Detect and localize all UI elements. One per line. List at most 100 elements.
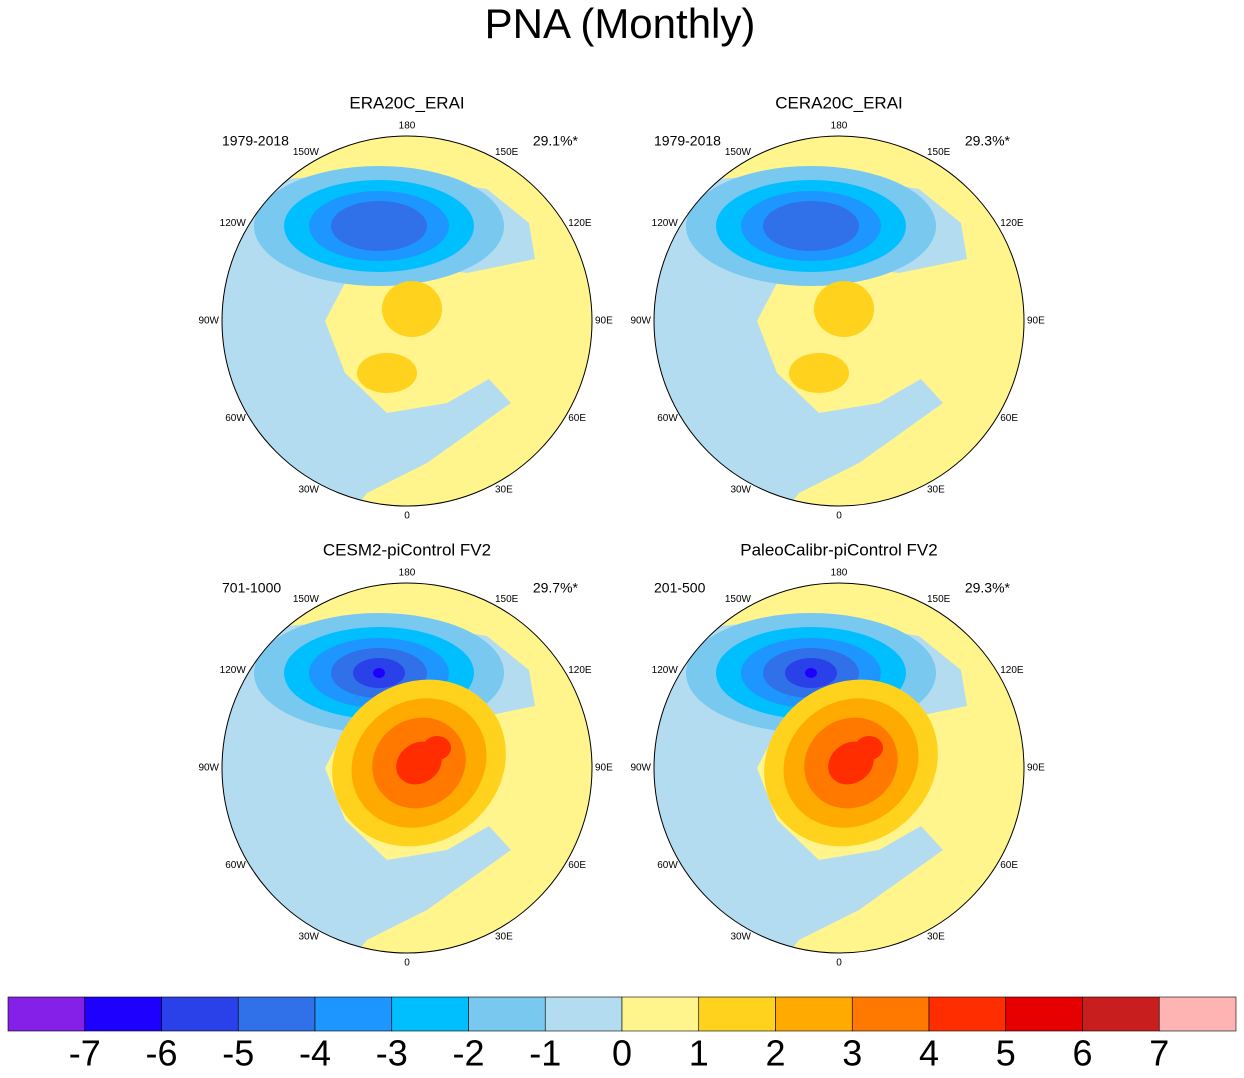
lon-label: 90W: [198, 763, 219, 774]
negative-contour: [805, 668, 817, 678]
map-outline: [221, 582, 593, 954]
panel-period: 1979-2018: [222, 133, 289, 149]
lon-label: 30E: [495, 485, 513, 496]
lon-label: 60E: [1000, 860, 1018, 871]
colorbar-box: [237, 996, 316, 1032]
lon-label: 150E: [927, 594, 951, 605]
colorbar-box: [698, 996, 776, 1032]
panel-title: ERA20C_ERAI: [349, 93, 464, 112]
lon-label: 150E: [495, 594, 519, 605]
colorbar-box: [468, 996, 546, 1032]
colorbar-label: -5: [222, 1033, 254, 1074]
lon-label: 60W: [225, 860, 246, 871]
lon-label: 90E: [595, 316, 613, 327]
lon-label: 30W: [730, 932, 751, 943]
lon-label: 60E: [1000, 413, 1018, 424]
negative-contour: [331, 201, 427, 251]
positive-contour: [814, 281, 874, 337]
lon-label: 30W: [730, 485, 751, 496]
map-outline: [653, 135, 1025, 507]
positive-contour: [357, 353, 417, 393]
colorbar-label: -7: [69, 1033, 101, 1074]
lon-label: 120E: [568, 218, 592, 229]
lon-label: 0: [836, 958, 842, 969]
positive-contour: [423, 736, 451, 760]
negative-contour: [763, 201, 859, 251]
lon-label: 90W: [198, 316, 219, 327]
lon-label: 30E: [927, 932, 945, 943]
panel-title: CESM2-piControl FV2: [323, 540, 491, 559]
colorbar-box: [84, 996, 162, 1032]
colorbar-box: [1005, 996, 1083, 1032]
map-outline: [653, 582, 1025, 954]
colorbar-box: [1158, 996, 1237, 1032]
colorbar-box: [161, 996, 239, 1032]
lon-label: 60W: [225, 413, 246, 424]
lon-label: 0: [404, 511, 410, 522]
colorbar-label: 2: [765, 1033, 785, 1074]
lon-label: 120W: [220, 665, 247, 676]
positive-contour: [382, 281, 442, 337]
colorbar-label: -3: [376, 1033, 408, 1074]
lon-label: 120W: [220, 218, 247, 229]
map-outline: [221, 135, 593, 507]
lon-label: 90E: [595, 763, 613, 774]
lon-label: 30W: [298, 932, 319, 943]
colorbar-label: -4: [299, 1033, 331, 1074]
map-panel: [654, 136, 1024, 506]
lon-label: 150W: [293, 594, 320, 605]
panel-percent: 29.3%*: [965, 580, 1011, 596]
colorbar-label: 7: [1149, 1033, 1169, 1074]
panel-period: 201-500: [654, 580, 706, 596]
lon-label: 150E: [495, 147, 519, 158]
colorbar-label: 4: [919, 1033, 939, 1074]
colorbar-label: -2: [452, 1033, 484, 1074]
panel-title: CERA20C_ERAI: [775, 93, 903, 112]
lon-label: 180: [399, 568, 416, 579]
lon-label: 60W: [657, 860, 678, 871]
lon-label: 150W: [293, 147, 320, 158]
colorbar-label: 3: [842, 1033, 862, 1074]
lon-label: 180: [831, 121, 848, 132]
colorbar-box: [7, 996, 86, 1032]
panel-period: 701-1000: [222, 580, 281, 596]
lon-label: 120W: [652, 218, 679, 229]
lon-label: 180: [831, 568, 848, 579]
colorbar-box: [928, 996, 1007, 1032]
lon-label: 30W: [298, 485, 319, 496]
lon-label: 60W: [657, 413, 678, 424]
lon-label: 150W: [725, 594, 752, 605]
lon-label: 120E: [1000, 218, 1024, 229]
lon-label: 120E: [568, 665, 592, 676]
lon-label: 150W: [725, 147, 752, 158]
lon-label: 0: [836, 511, 842, 522]
lon-label: 180: [399, 121, 416, 132]
colorbar-box: [775, 996, 853, 1032]
figure-title: PNA (Monthly): [485, 0, 756, 47]
positive-contour: [855, 736, 883, 760]
colorbar-label: -6: [145, 1033, 177, 1074]
colorbar-box: [1082, 996, 1160, 1032]
lon-label: 60E: [568, 413, 586, 424]
lon-label: 90E: [1027, 316, 1045, 327]
lon-label: 30E: [927, 485, 945, 496]
colorbar-label: 1: [689, 1033, 709, 1074]
positive-contour: [789, 353, 849, 393]
panel-percent: 29.1%*: [533, 133, 579, 149]
colorbar-label: -1: [529, 1033, 561, 1074]
lon-label: 150E: [927, 147, 951, 158]
lon-label: 0: [404, 958, 410, 969]
lon-label: 90W: [630, 763, 651, 774]
panel-period: 1979-2018: [654, 133, 721, 149]
colorbar-box: [391, 996, 469, 1032]
lon-label: 120W: [652, 665, 679, 676]
colorbar-box: [851, 996, 930, 1032]
panel-percent: 29.7%*: [533, 580, 579, 596]
colorbar-label: 0: [612, 1033, 632, 1074]
colorbar-box: [314, 996, 393, 1032]
colorbar-box: [621, 996, 700, 1032]
panel-percent: 29.3%*: [965, 133, 1011, 149]
lon-label: 120E: [1000, 665, 1024, 676]
lon-label: 60E: [568, 860, 586, 871]
